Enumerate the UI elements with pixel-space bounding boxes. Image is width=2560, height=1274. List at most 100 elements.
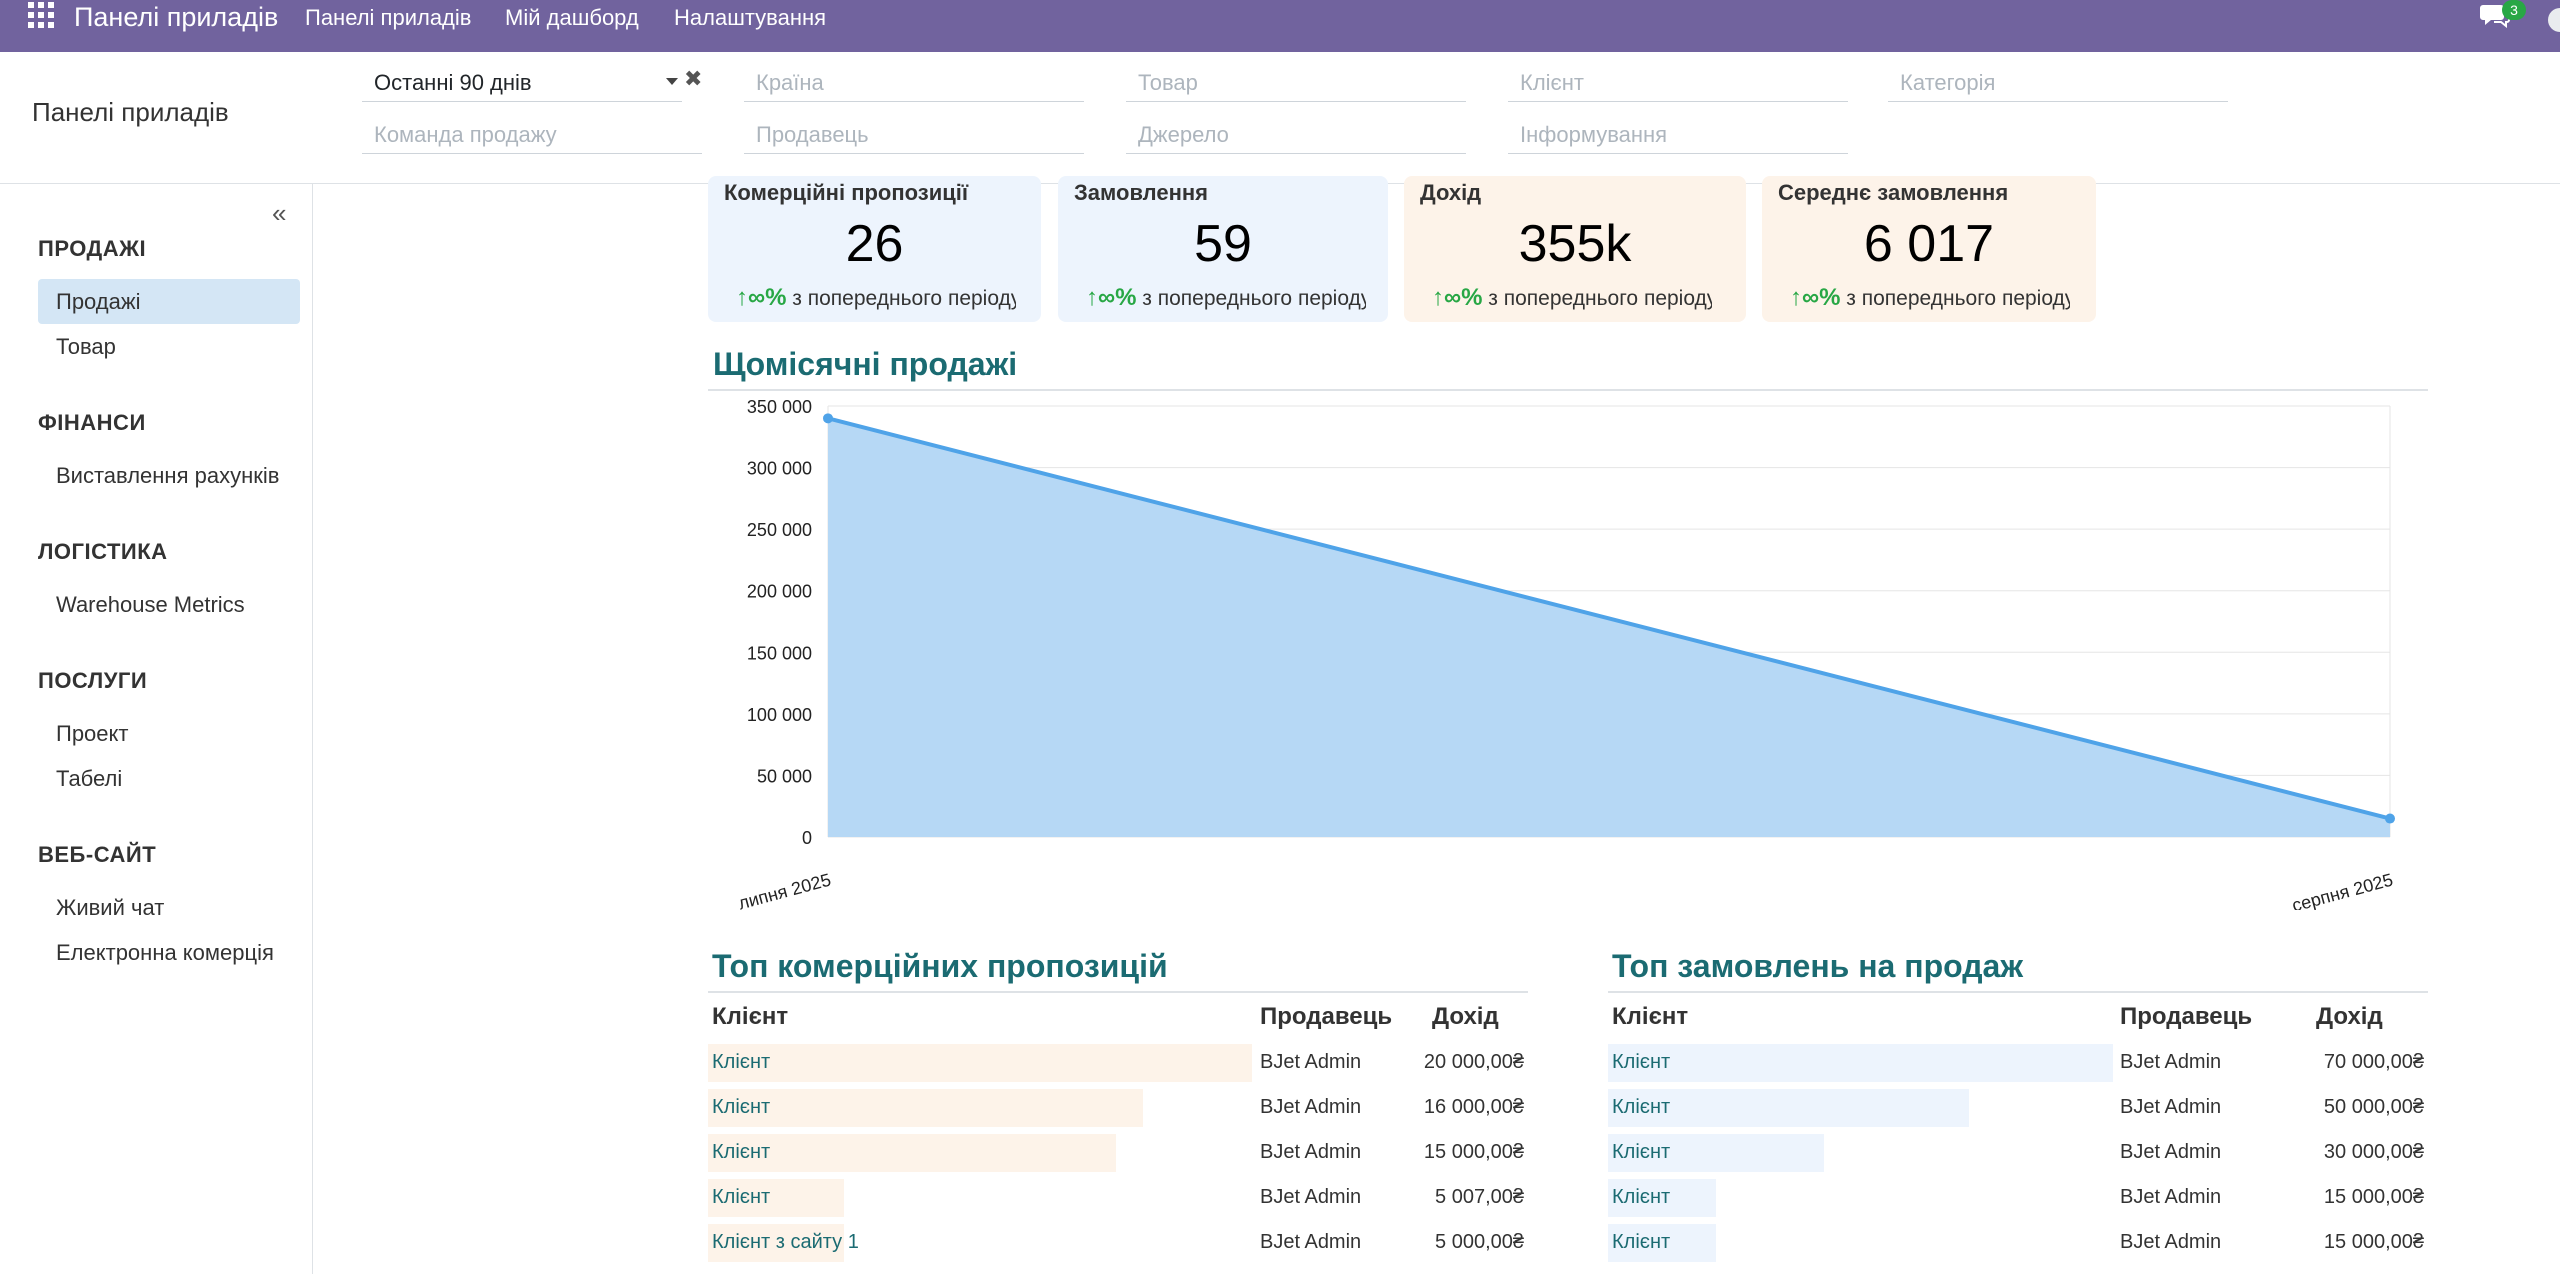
client-link[interactable]: Клієнт: [712, 1051, 771, 1073]
revenue-bar: [1608, 1044, 2113, 1082]
filter-country[interactable]: Країна: [744, 66, 1084, 102]
client-link[interactable]: Клієнт: [1612, 1231, 1671, 1253]
kpi-label: Середнє замовлення: [1778, 180, 2009, 205]
kpi-label: Комерційні пропозиції: [724, 180, 969, 205]
sidebar-item-invoicing[interactable]: Виставлення рахунків: [56, 463, 280, 488]
client-link[interactable]: Клієнт з сайту 1: [712, 1231, 859, 1253]
kpi-trend: ↑∞% з попереднього періоду: [1086, 284, 1366, 311]
sidebar-item-ecommerce[interactable]: Електронна комерція: [56, 940, 274, 965]
seller-cell: BJet Admin: [1260, 1231, 1362, 1253]
kpi-card-orders[interactable]: Замовлення 59 ↑∞% з попереднього періоду: [1058, 176, 1388, 322]
filter-customer[interactable]: Клієнт: [1508, 66, 1848, 102]
kpi-card-revenue[interactable]: Дохід 355k ↑∞% з попереднього періоду: [1404, 176, 1746, 322]
revenue-cell: 20 000,00₴: [1423, 1051, 1524, 1073]
revenue-cell: 5 000,00₴: [1435, 1231, 1524, 1253]
revenue-cell: 70 000,00₴: [2323, 1051, 2424, 1073]
table-row[interactable]: Клієнт BJet Admin 5 007,00₴: [708, 1175, 1528, 1220]
sidebar-item-sales[interactable]: Продажі: [38, 279, 300, 324]
top-quotations-title: Топ комерційних пропозицій: [712, 948, 1168, 984]
client-link[interactable]: Клієнт: [712, 1141, 771, 1163]
table-row[interactable]: Клієнт BJet Admin 70 000,00₴: [1608, 1040, 2428, 1085]
column-header-client[interactable]: Клієнт: [1612, 1003, 1689, 1030]
y-tick-label: 50 000: [757, 766, 812, 786]
column-header-seller[interactable]: Продавець: [2120, 1003, 2253, 1030]
kpi-card-average-order[interactable]: Середнє замовлення 6 017 ↑∞% з попереднь…: [1762, 176, 2096, 322]
column-header-revenue[interactable]: Дохід: [1432, 1003, 1499, 1030]
top-navbar: Панелі приладів Панелі приладів Мій дашб…: [0, 0, 2560, 52]
trend-up-icon: ↑∞%: [736, 284, 787, 311]
control-panel: Панелі приладів Останні 90 днів ✖ Країна…: [0, 52, 2560, 184]
kpi-trend: ↑∞% з попереднього періоду: [736, 284, 1016, 311]
collapse-sidebar-icon[interactable]: «: [272, 198, 287, 228]
kpi-card-quotations[interactable]: Комерційні пропозиції 26 ↑∞% з попереднь…: [708, 176, 1041, 322]
y-tick-label: 200 000: [747, 582, 812, 602]
table-row[interactable]: Клієнт BJet Admin 30 000,00₴: [1608, 1130, 2428, 1175]
revenue-cell: 5 007,00₴: [1435, 1186, 1524, 1208]
revenue-cell: 15 000,00₴: [2323, 1231, 2424, 1253]
table-row[interactable]: Клієнт BJet Admin 50 000,00₴: [1608, 1085, 2428, 1130]
series-line: [827, 416, 2391, 821]
y-tick-label: 0: [802, 828, 812, 848]
sidebar-item-project[interactable]: Проект: [56, 721, 129, 746]
filter-medium[interactable]: Інформування: [1508, 118, 1848, 154]
menu-dashboards[interactable]: Панелі приладів: [305, 5, 472, 30]
filter-source[interactable]: Джерело: [1126, 118, 1466, 154]
seller-cell: BJet Admin: [1260, 1096, 1362, 1118]
revenue-cell: 15 000,00₴: [2323, 1186, 2424, 1208]
client-link[interactable]: Клієнт: [712, 1096, 771, 1118]
revenue-cell: 15 000,00₴: [1423, 1141, 1524, 1163]
column-header-seller[interactable]: Продавець: [1260, 1003, 1393, 1030]
sidebar-section-website: ВЕБ-САЙТ: [38, 842, 157, 867]
sidebar: « ПРОДАЖІ Продажі Товар ФІНАНСИ Виставле…: [0, 184, 313, 1274]
table-row[interactable]: Клієнт з сайту 1 BJet Admin 5 000,00₴: [708, 1220, 1528, 1265]
chevron-down-icon[interactable]: [666, 78, 678, 85]
user-avatar[interactable]: [2548, 8, 2560, 32]
kpi-trend: ↑∞% з попереднього періоду: [1432, 284, 1712, 311]
y-tick-label: 250 000: [747, 520, 812, 540]
column-header-client[interactable]: Клієнт: [712, 1003, 789, 1030]
menu-my-dashboard[interactable]: Мій дашборд: [505, 5, 639, 30]
filter-sales-team[interactable]: Команда продажу: [362, 118, 702, 154]
revenue-bar: [708, 1179, 844, 1217]
table-row[interactable]: Клієнт BJet Admin 15 000,00₴: [708, 1130, 1528, 1175]
divider: [708, 991, 1528, 993]
client-link[interactable]: Клієнт: [1612, 1096, 1671, 1118]
divider: [1608, 991, 2428, 993]
x-tick-label: липня 2025: [736, 870, 833, 910]
revenue-bar: [1608, 1179, 1716, 1217]
seller-cell: BJet Admin: [2120, 1096, 2222, 1118]
filter-product[interactable]: Товар: [1126, 66, 1466, 102]
apps-menu-icon[interactable]: [28, 2, 54, 28]
seller-cell: BJet Admin: [1260, 1141, 1362, 1163]
period-select[interactable]: Останні 90 днів: [362, 66, 682, 102]
sidebar-item-product[interactable]: Товар: [56, 334, 116, 359]
sidebar-item-warehouse-metrics[interactable]: Warehouse Metrics: [56, 592, 245, 617]
revenue-cell: 30 000,00₴: [2323, 1141, 2424, 1163]
sidebar-item-timesheets[interactable]: Табелі: [56, 766, 123, 791]
sidebar-item-live-chat[interactable]: Живий чат: [56, 895, 165, 920]
y-tick-label: 300 000: [747, 459, 812, 479]
page-title: Панелі приладів: [32, 97, 229, 127]
revenue-bar: [708, 1089, 1143, 1127]
client-link[interactable]: Клієнт: [1612, 1051, 1671, 1073]
kpi-label: Дохід: [1420, 180, 1482, 205]
x-tick-label: серпня 2025: [2290, 870, 2395, 910]
table-row[interactable]: Клієнт BJet Admin 20 000,00₴: [708, 1040, 1528, 1085]
client-link[interactable]: Клієнт: [712, 1186, 771, 1208]
menu-settings[interactable]: Налаштування: [674, 5, 827, 30]
y-tick-label: 150 000: [747, 643, 812, 663]
column-header-revenue[interactable]: Дохід: [2316, 1003, 2383, 1030]
data-point: [823, 413, 833, 424]
monthly-sales-chart: 0 50 000 100 000 150 000 200 000 250 000 300 0…: [736, 397, 2395, 910]
clear-icon[interactable]: ✖: [684, 66, 703, 91]
filter-salesperson[interactable]: Продавець: [744, 118, 1084, 154]
client-link[interactable]: Клієнт: [1612, 1186, 1671, 1208]
filter-category[interactable]: Категорія: [1888, 66, 2228, 102]
table-row[interactable]: Клієнт BJet Admin 15 000,00₴: [1608, 1175, 2428, 1220]
revenue-bar: [1608, 1134, 1824, 1172]
table-row[interactable]: Клієнт BJet Admin 15 000,00₴: [1608, 1220, 2428, 1265]
app-title[interactable]: Панелі приладів: [74, 2, 279, 32]
table-row[interactable]: Клієнт BJet Admin 16 000,00₴: [708, 1085, 1528, 1130]
client-link[interactable]: Клієнт: [1612, 1141, 1671, 1163]
seller-cell: BJet Admin: [2120, 1141, 2222, 1163]
